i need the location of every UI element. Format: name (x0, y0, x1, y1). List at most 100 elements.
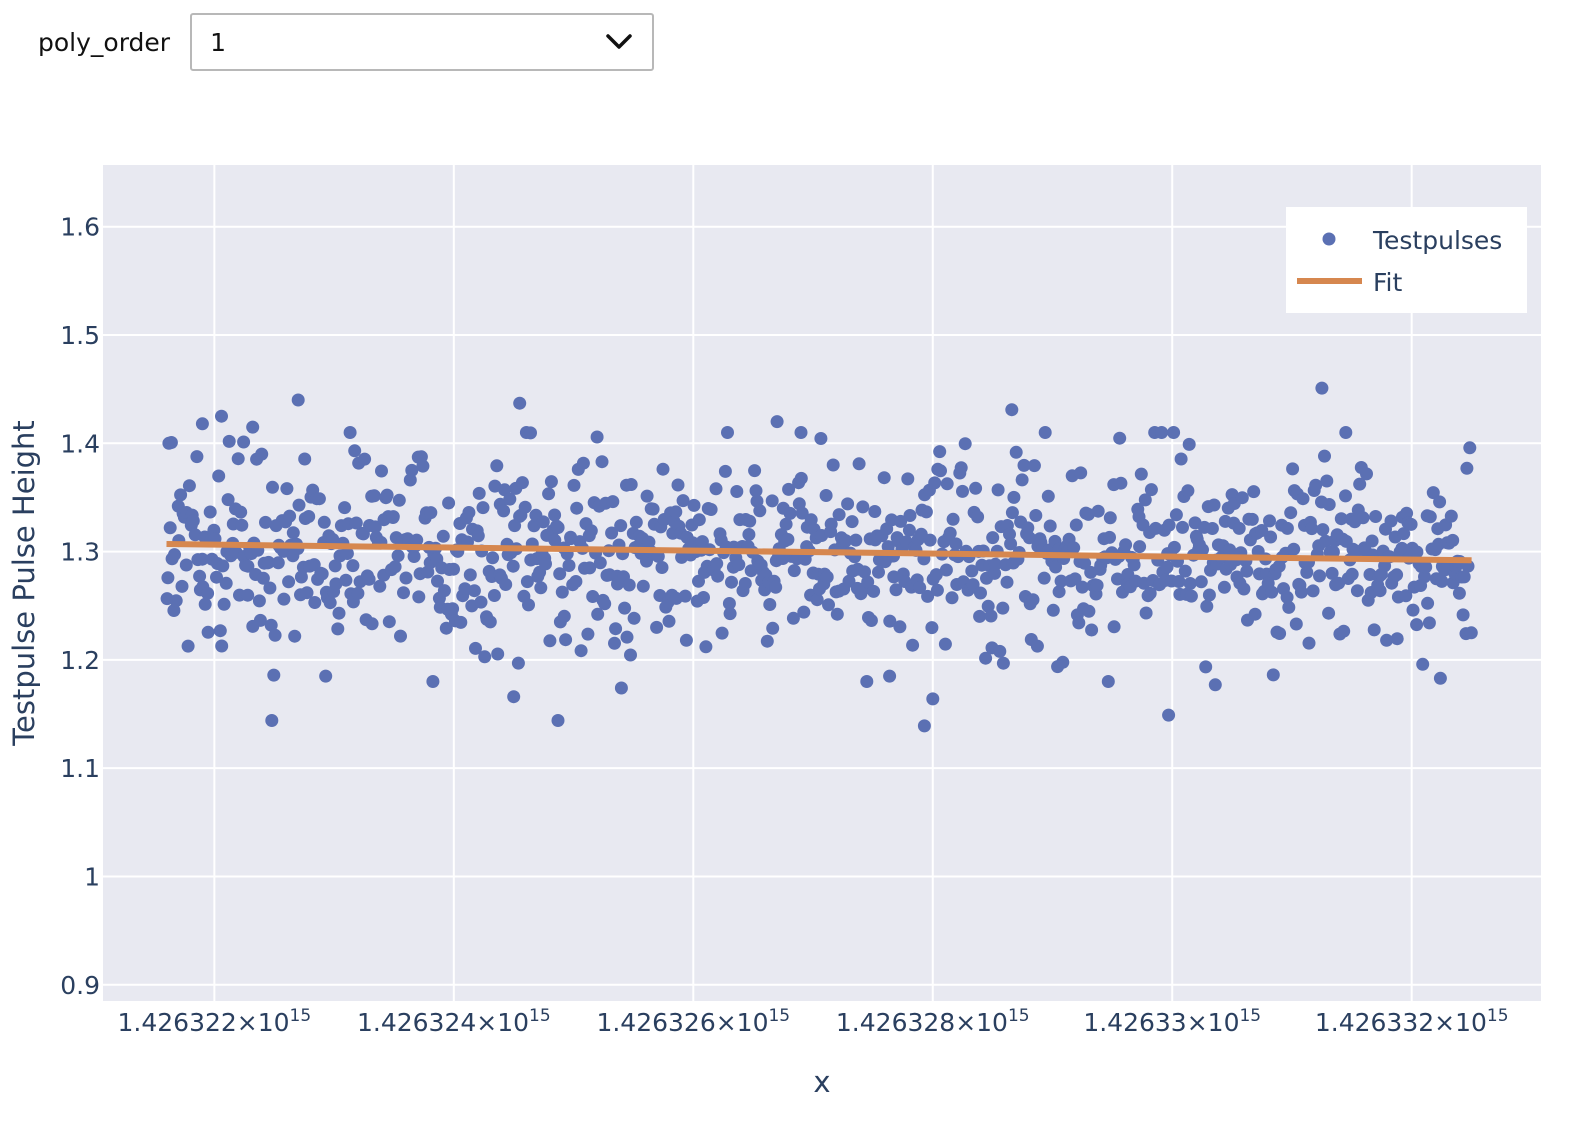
testpulse-point (365, 617, 379, 631)
testpulse-point (669, 505, 683, 519)
testpulse-point (1114, 476, 1128, 490)
testpulse-point (1322, 498, 1336, 511)
testpulse-point (394, 629, 407, 643)
legend-marker-testpulses (1322, 232, 1336, 246)
testpulse-point (201, 625, 215, 639)
testpulse-point (1345, 567, 1359, 581)
testpulse-point (1302, 636, 1316, 650)
testpulse-point (265, 714, 279, 727)
testpulse-point (1143, 586, 1157, 600)
testpulse-point (162, 436, 176, 450)
testpulse-point (181, 639, 195, 653)
fit-line-group (166, 541, 1472, 564)
testpulse-point (569, 575, 583, 588)
testpulse-point (1090, 578, 1104, 592)
testpulse-point (743, 514, 757, 528)
testpulse-point (723, 607, 737, 621)
testpulse-point (497, 504, 511, 518)
testpulse-point (298, 452, 312, 466)
fit-line (166, 541, 1472, 564)
testpulse-point (1404, 517, 1418, 531)
testpulse-point (971, 510, 985, 524)
testpulse-point (939, 563, 953, 577)
testpulse-point (518, 500, 532, 514)
testpulse-point (1017, 458, 1031, 472)
testpulse-point (215, 409, 228, 423)
testpulse-point (1320, 474, 1334, 488)
testpulse-point (1196, 543, 1209, 557)
testpulse-point (1200, 599, 1214, 613)
testpulse-point (608, 636, 621, 650)
testpulse-point (1426, 486, 1440, 500)
testpulse-point (845, 515, 859, 529)
x-tick-label: 1.426324×1015 (357, 1006, 551, 1037)
testpulse-point (256, 571, 270, 585)
testpulse-point (938, 637, 952, 651)
testpulse-point (288, 629, 302, 643)
testpulse-point (574, 644, 588, 658)
testpulse-point (906, 638, 920, 652)
testpulse-point (291, 393, 305, 407)
testpulse-point (946, 512, 960, 526)
testpulse-point (629, 515, 643, 529)
testpulse-point (852, 457, 866, 471)
testpulse-point (893, 620, 907, 634)
testpulse-point (373, 579, 387, 593)
testpulse-point (1397, 527, 1411, 541)
testpulse-point (797, 605, 811, 619)
testpulse-point (934, 464, 947, 478)
testpulse-point (609, 622, 623, 636)
testpulse-point (586, 590, 600, 603)
testpulse-point (217, 597, 231, 611)
testpulse-point (506, 559, 520, 573)
testpulse-point (490, 459, 504, 473)
testpulse-point (340, 547, 354, 560)
y-tick-label: 1.3 (60, 538, 100, 567)
testpulse-point (1280, 521, 1294, 535)
testpulse-point (446, 602, 460, 616)
testpulse-point (542, 487, 556, 501)
testpulse-point (861, 575, 875, 589)
testpulse-point (1296, 492, 1310, 506)
testpulse-point (930, 583, 944, 597)
testpulse-point (216, 559, 230, 573)
testpulse-point (1463, 441, 1477, 455)
testpulse-point (1280, 590, 1294, 604)
x-tick-label: 1.42633×1015 (1083, 1006, 1261, 1037)
testpulse-point (956, 484, 969, 498)
testpulse-point (1049, 560, 1063, 574)
testpulse-point (581, 627, 595, 641)
testpulse-point (195, 552, 209, 566)
testpulse-point (794, 426, 808, 439)
testpulse-point (591, 607, 605, 621)
testpulse-point (826, 458, 840, 472)
testpulse-point (979, 651, 993, 665)
testpulse-point (624, 648, 637, 662)
testpulse-point (407, 550, 421, 563)
testpulse-point (1217, 580, 1231, 594)
testpulse-point (624, 478, 638, 491)
testpulse-point (442, 496, 456, 510)
testpulse-point (277, 592, 291, 606)
testpulse-point (872, 565, 885, 579)
testpulse-point (431, 574, 444, 588)
testpulse-point (1169, 508, 1183, 522)
testpulse-point (235, 518, 249, 532)
testpulse-point (614, 519, 628, 533)
testpulse-point (748, 464, 762, 478)
testpulse-point (1037, 571, 1051, 585)
poly-order-dropdown[interactable]: 1 (190, 13, 655, 71)
testpulse-point (174, 488, 188, 502)
testpulse-point (883, 669, 897, 683)
testpulse-point (1005, 506, 1019, 520)
testpulse-point (520, 575, 534, 589)
testpulse-point (1103, 511, 1117, 525)
testpulse-point (576, 456, 590, 470)
testpulse-point (1452, 586, 1466, 600)
testpulse-point (294, 570, 308, 584)
testpulse-point (263, 581, 277, 595)
testpulse-point (1410, 618, 1424, 632)
testpulse-point (169, 594, 183, 608)
testpulse-point (692, 513, 706, 527)
testpulse-point (513, 396, 527, 410)
